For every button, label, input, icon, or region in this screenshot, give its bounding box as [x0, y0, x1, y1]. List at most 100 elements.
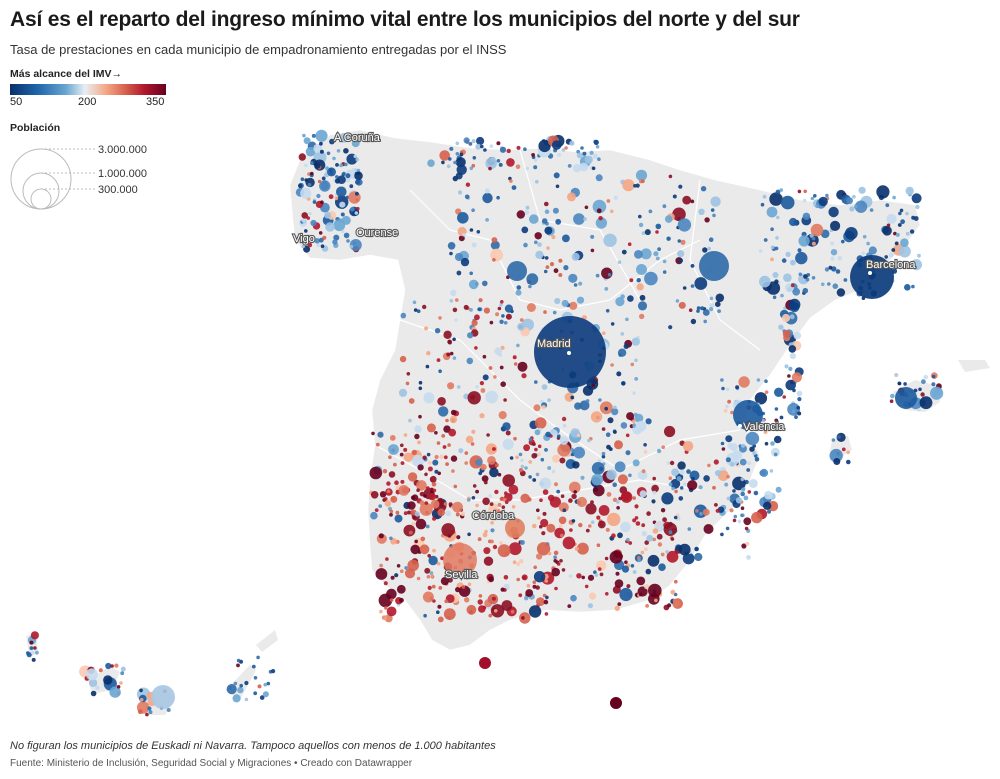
municipality-dot: [466, 357, 474, 365]
municipality-dot: [854, 200, 868, 213]
municipality-dot: [825, 193, 829, 198]
municipality-dot: [868, 246, 877, 255]
municipality-dot: [416, 488, 420, 493]
municipality-dot: [843, 278, 848, 282]
municipality-dot: [690, 284, 695, 288]
municipality-dot: [438, 369, 442, 374]
municipality-dot: [419, 500, 425, 506]
municipality-dot: [641, 469, 646, 474]
municipality-dot: [464, 451, 469, 455]
municipality-dot: [471, 242, 477, 248]
municipality-dot: [889, 399, 894, 404]
municipality-dot: [337, 175, 346, 184]
municipality-dot: [523, 242, 528, 248]
valladolid-bubble: [507, 261, 527, 281]
municipality-dot: [476, 136, 485, 146]
size-legend: Población 3.000.000 1.000.000 300.000: [10, 122, 180, 217]
municipality-dot: [644, 540, 649, 545]
municipality-dot: [483, 307, 490, 314]
municipality-dot: [635, 420, 647, 432]
municipality-dot: [747, 490, 752, 494]
municipality-dot: [601, 451, 606, 456]
municipality-dot: [591, 462, 605, 475]
municipality-dot: [676, 476, 682, 482]
municipality-dot: [411, 521, 416, 526]
municipality-dot: [664, 215, 673, 223]
municipality-dot: [737, 519, 742, 524]
municipality-dot: [616, 506, 620, 510]
municipality-dot: [724, 482, 729, 487]
municipality-dot: [499, 319, 504, 324]
municipality-dot: [375, 442, 380, 447]
municipality-dot: [836, 288, 846, 297]
municipality-dot: [500, 381, 507, 388]
municipality-dot: [447, 340, 452, 345]
municipality-dot: [447, 382, 455, 390]
municipality-dot: [298, 153, 306, 161]
municipality-dot: [536, 508, 540, 513]
municipality-dot: [652, 490, 657, 495]
municipality-dot: [769, 192, 783, 206]
municipality-dot: [595, 174, 603, 182]
municipality-dot: [422, 304, 427, 310]
municipality-dot: [482, 280, 488, 287]
municipality-dot: [558, 273, 563, 277]
footnote: No figuran los municipios de Euskadi ni …: [10, 740, 496, 752]
municipality-dot: [709, 303, 715, 309]
municipality-dot: [350, 206, 355, 212]
municipality-dot: [593, 139, 599, 145]
municipality-dot: [573, 490, 577, 494]
municipality-dot: [458, 585, 471, 597]
municipality-dot: [911, 215, 916, 220]
municipality-dot: [478, 512, 483, 517]
municipality-dot: [400, 312, 407, 319]
municipality-dot: [332, 239, 338, 245]
municipality-dot: [226, 684, 237, 695]
municipality-dot: [678, 184, 683, 189]
municipality-dot: [624, 560, 628, 564]
municipality-dot: [739, 444, 747, 453]
municipality-dot: [544, 256, 549, 260]
municipality-dot: [589, 592, 597, 600]
municipality-dot: [418, 380, 423, 385]
municipality-dot: [29, 640, 34, 645]
municipality-dot: [593, 570, 597, 574]
municipality-dot: [407, 559, 420, 572]
municipality-dot: [837, 255, 842, 261]
municipality-dot: [490, 156, 496, 162]
municipality-dot: [497, 544, 511, 558]
municipality-dot: [343, 148, 349, 154]
municipality-dot: [316, 243, 321, 248]
municipality-dot: [535, 250, 544, 259]
municipality-dot: [532, 580, 537, 584]
municipality-dot: [790, 283, 795, 288]
municipality-dot: [109, 686, 121, 698]
ceuta-dot: [479, 657, 491, 669]
municipality-dot: [778, 324, 784, 330]
municipality-dot: [557, 443, 571, 457]
municipality-dot: [447, 242, 456, 250]
municipality-dot: [443, 502, 448, 506]
municipality-dot: [526, 303, 536, 312]
size-tick-large: 3.000.000: [98, 144, 147, 156]
municipality-dot: [424, 567, 431, 574]
municipality-dot: [635, 521, 641, 526]
municipality-dot: [553, 559, 557, 563]
municipality-dot: [521, 574, 528, 581]
municipality-dot: [403, 433, 408, 437]
municipality-dot: [581, 575, 585, 580]
municipality-dot: [670, 478, 681, 489]
municipality-dot: [694, 552, 703, 562]
municipality-dot: [720, 378, 724, 382]
municipality-dot: [567, 604, 572, 608]
municipality-dot: [468, 142, 473, 146]
municipality-dot: [457, 212, 469, 224]
canarias-fuerteventura: [226, 665, 256, 700]
color-legend-ticks: 50 200 350: [10, 96, 170, 110]
municipality-dot: [494, 463, 499, 468]
municipality-dot: [601, 427, 606, 431]
municipality-dot: [460, 511, 466, 517]
municipality-dot: [475, 458, 483, 467]
municipality-dot: [564, 146, 568, 150]
municipality-dot: [660, 552, 665, 557]
